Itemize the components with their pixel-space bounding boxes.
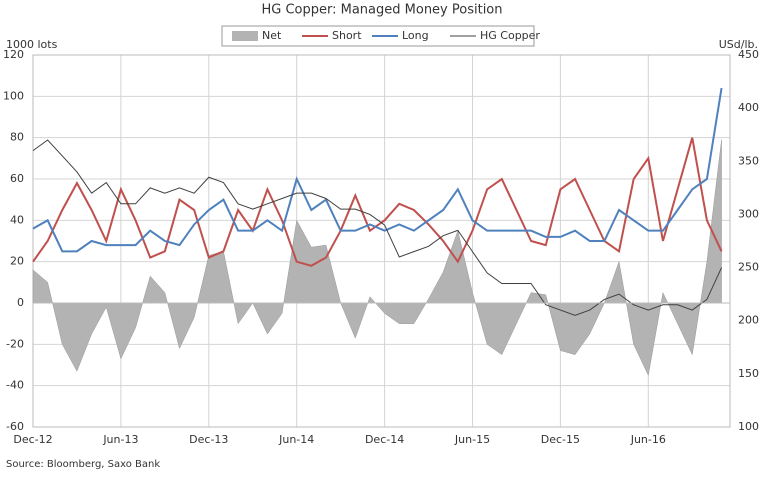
y2-tick-label: 100: [738, 420, 759, 433]
legend-label: Long: [402, 29, 429, 42]
y2-tick-label: 200: [738, 314, 759, 327]
legend-label: Net: [262, 29, 282, 42]
series-line: [32, 139, 723, 316]
source: Source: Bloomberg, Saxo Bank: [6, 459, 160, 470]
y-tick-label: 80: [10, 131, 24, 144]
x-tick-label: Jun-13: [102, 433, 138, 446]
y2-tick-label: 300: [738, 207, 759, 220]
y-tick-label: 120: [3, 48, 24, 61]
x-tick-label: Jun-16: [630, 433, 666, 446]
y-tick-label: -60: [6, 420, 24, 433]
y-tick-label: 20: [10, 255, 24, 268]
x-tick-label: Jun-14: [278, 433, 314, 446]
y-tick-label: -20: [6, 337, 24, 350]
y2-tick-label: 450: [738, 48, 759, 61]
x-tick-label: Dec-12: [13, 433, 52, 446]
y-tick-label: 40: [10, 213, 24, 226]
chart-title: HG Copper: Managed Money Position: [261, 3, 502, 18]
series-line: [32, 137, 723, 267]
x-tick-label: Dec-13: [189, 433, 228, 446]
x-tick-label: Dec-15: [541, 433, 580, 446]
net-area: [32, 139, 722, 377]
y2-tick-label: 350: [738, 154, 759, 167]
y-axis-label: 1000 lots: [6, 38, 58, 51]
x-tick-label: Dec-14: [365, 433, 404, 446]
y2-tick-label: 250: [738, 261, 759, 274]
y2-axis-label: USd/lb.: [719, 38, 758, 51]
y-tick-label: 0: [17, 296, 24, 309]
x-tick-label: Jun-15: [454, 433, 490, 446]
legend-label: Short: [332, 29, 362, 42]
legend-label: HG Copper: [480, 29, 540, 42]
plot-frame: [32, 54, 731, 428]
y-tick-label: 100: [3, 89, 24, 102]
y-tick-label: 60: [10, 172, 24, 185]
y-tick-label: -40: [6, 379, 24, 392]
series-line: [32, 87, 723, 253]
legend-swatch: [232, 31, 258, 41]
y2-tick-label: 400: [738, 101, 759, 114]
y2-tick-label: 150: [738, 367, 759, 380]
